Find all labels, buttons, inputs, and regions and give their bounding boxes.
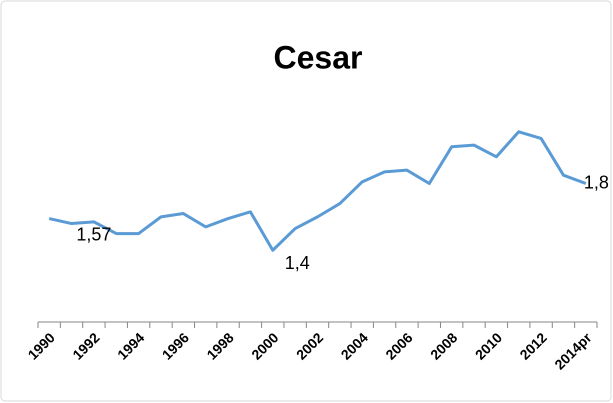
chart-title: Cesar [274, 39, 363, 75]
value-label: 1,4 [285, 253, 310, 273]
value-label: 1,57 [76, 225, 111, 245]
value-label: 1,8 [584, 172, 609, 192]
line [48, 130, 587, 252]
